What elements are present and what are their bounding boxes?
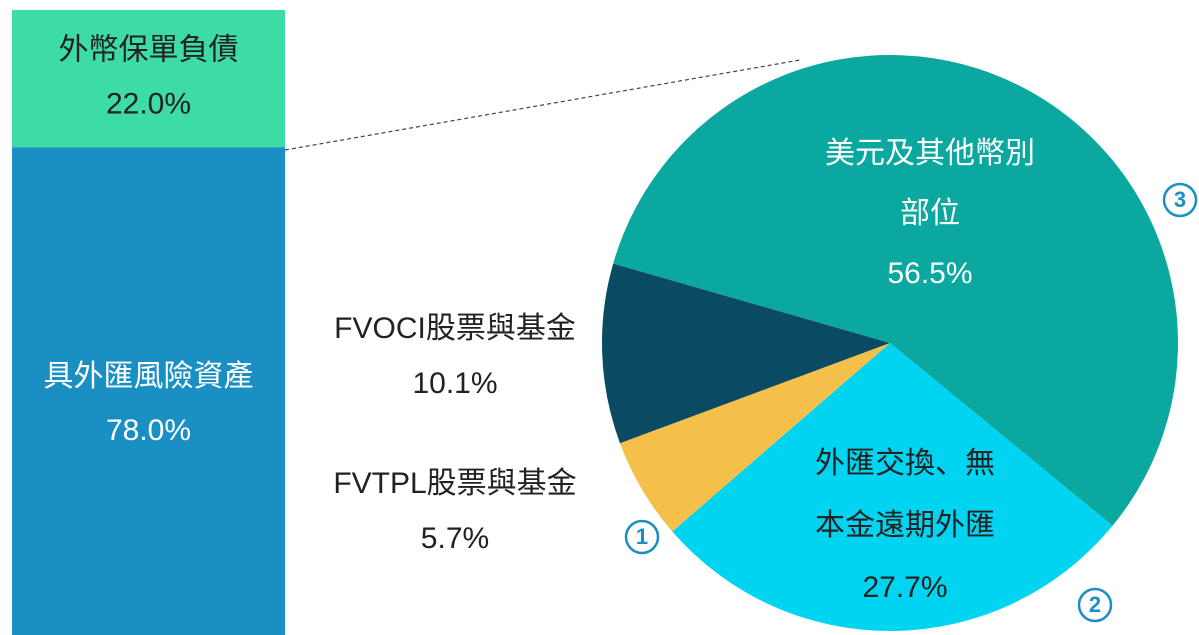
slice-value-label: 10.1%	[412, 367, 497, 400]
annotation-circle	[624, 519, 660, 555]
slice-label: FVTPL股票與基金	[333, 467, 576, 500]
annotation: 3	[1174, 187, 1186, 212]
slice-label: 外匯交換、無	[815, 447, 995, 480]
slice-label: 美元及其他幣別	[825, 137, 1035, 170]
slice-label: 部位	[900, 197, 960, 230]
bar-value-label: 78.0%	[106, 414, 191, 447]
pie-slice	[619, 343, 890, 532]
slice-label: 本金遠期外匯	[815, 509, 995, 542]
slice-value-label: 27.7%	[862, 571, 947, 604]
annotation-circle	[1077, 587, 1113, 623]
bar-segment	[12, 10, 285, 148]
pie-slice	[602, 263, 890, 444]
pie-slice	[672, 343, 1113, 631]
bar-value-label: 22.0%	[106, 88, 191, 121]
connector-line	[284, 59, 801, 151]
bar-label: 外幣保單負債	[59, 34, 239, 67]
annotation: 1	[636, 524, 648, 549]
slice-value-label: 56.5%	[887, 257, 972, 290]
pie-slice	[613, 54, 1178, 526]
slice-value-label: 5.7%	[421, 522, 489, 555]
annotation: 2	[1089, 592, 1101, 617]
bar-segment	[12, 147, 285, 635]
bar-label: 具外匯風險資產	[44, 360, 254, 393]
slice-label: FVOCI股票與基金	[334, 312, 576, 345]
annotation-circle	[1162, 182, 1198, 218]
